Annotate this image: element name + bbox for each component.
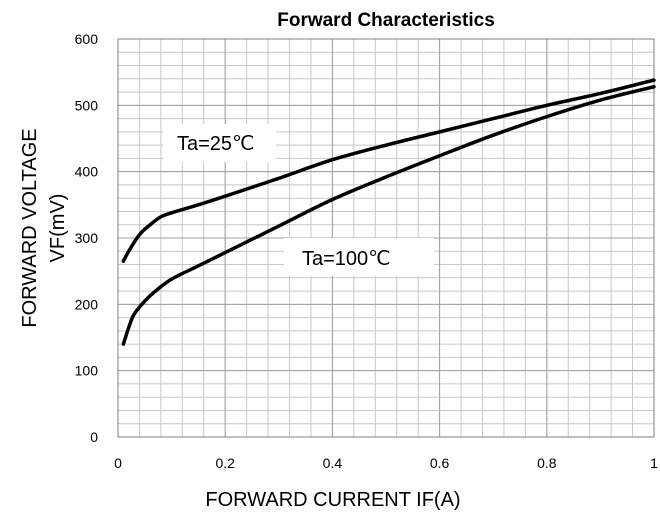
annotation-box-100c — [284, 238, 434, 276]
annotation-box-25c — [163, 124, 276, 162]
x-axis-label: FORWARD CURRENT IF(A) — [205, 489, 460, 511]
x-tick-label: 0.4 — [323, 455, 343, 471]
data-series — [121, 78, 656, 346]
y-tick-label: 500 — [75, 97, 99, 113]
y-tick-label: 400 — [75, 164, 99, 180]
y-tick-label: 300 — [75, 230, 99, 246]
annotation-ta25: Ta=25℃ — [177, 133, 255, 155]
series-line-ta25 — [121, 78, 656, 263]
y-axis-label-line1: FORWARD VOLTAGE — [19, 128, 41, 327]
y-tick-label: 600 — [75, 31, 99, 47]
y-axis-label-line2: VF(mV) — [47, 194, 69, 263]
x-tick-labels: 0 0.2 0.4 0.6 0.8 1 — [114, 455, 658, 471]
chart-title: Forward Characteristics — [277, 10, 495, 31]
annotation-ta100: Ta=100℃ — [302, 248, 391, 270]
y-tick-labels: 0 100 200 300 400 500 600 — [75, 31, 99, 445]
x-tick-label: 0 — [114, 455, 122, 471]
y-tick-label: 0 — [90, 429, 98, 445]
x-tick-label: 0.2 — [215, 455, 235, 471]
x-tick-label: 0.8 — [537, 455, 557, 471]
plot-frame — [117, 38, 655, 438]
x-tick-label: 0.6 — [430, 455, 450, 471]
y-tick-label: 100 — [75, 363, 99, 379]
series-line-ta100 — [121, 85, 656, 346]
x-tick-label: 1 — [650, 455, 658, 471]
y-tick-label: 200 — [75, 296, 99, 312]
